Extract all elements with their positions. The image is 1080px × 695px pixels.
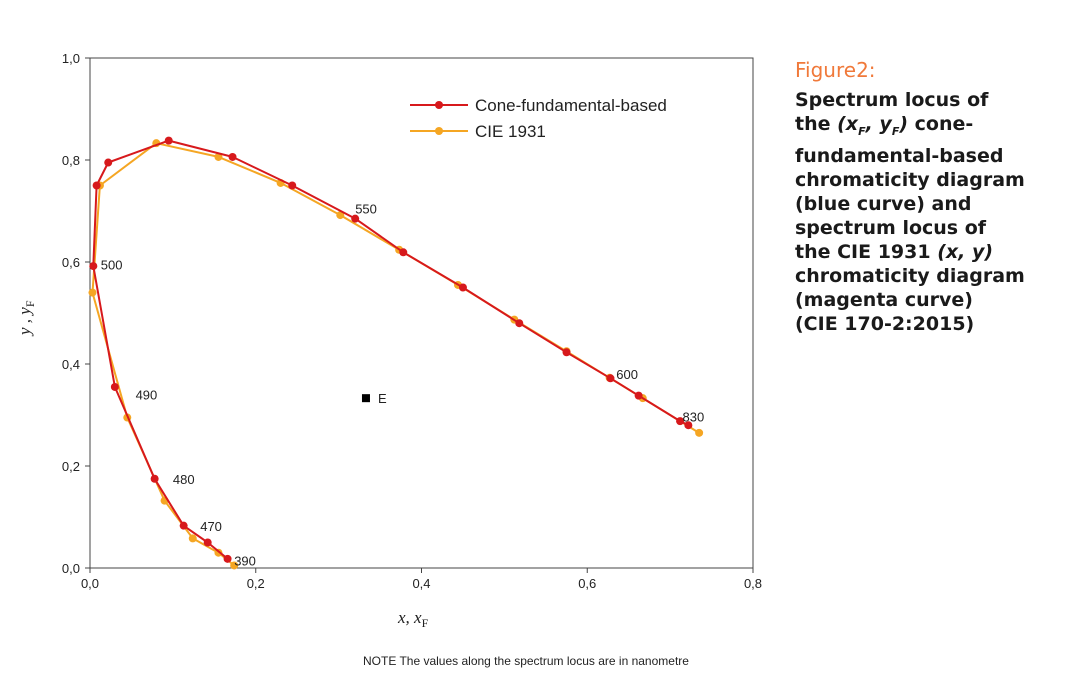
data-point-cone	[104, 158, 113, 167]
equal-energy-marker	[361, 394, 370, 403]
x-tick-label: 0,4	[412, 576, 430, 591]
wavelength-label: 600	[616, 367, 638, 382]
data-point-cone	[110, 382, 119, 391]
data-point-cone	[351, 214, 360, 223]
data-point-cie	[88, 288, 97, 297]
series-line-cie	[91, 142, 700, 567]
x-tick-label: 0,0	[81, 576, 99, 591]
data-point-cone	[676, 417, 685, 426]
legend-label-cie: CIE 1931	[475, 122, 546, 141]
data-point-cone	[89, 262, 98, 271]
data-point-cie	[336, 211, 345, 220]
wavelength-label: 470	[200, 519, 222, 534]
data-point-cone	[228, 152, 237, 161]
data-point-cone	[288, 181, 297, 190]
data-point-cone	[92, 181, 101, 190]
caption-heading: Figure2:	[795, 58, 876, 82]
wavelength-label: 390	[234, 553, 256, 568]
data-point-cie	[188, 534, 197, 543]
y-tick-label: 0,0	[62, 561, 80, 576]
wavelength-label: 830	[683, 410, 705, 425]
data-point-cone	[634, 391, 643, 400]
data-point-cone	[223, 554, 232, 563]
legend: Cone-fundamental-based CIE 1931	[410, 96, 667, 141]
y-axis-title: y , yF	[15, 300, 37, 337]
x-tick-label: 0,6	[578, 576, 596, 591]
chart-note: NOTE The values along the spectrum locus…	[363, 654, 689, 668]
figure-caption: Figure2: Spectrum locus of the (xF, yF) …	[795, 58, 1075, 336]
wavelength-label: 480	[173, 472, 195, 487]
y-tick-label: 0,6	[62, 255, 80, 270]
caption-text: Spectrum locus of the (xF, yF) cone- fun…	[795, 89, 1025, 335]
legend-marker-cone	[435, 101, 443, 109]
equal-energy-label: E	[378, 391, 387, 406]
legend-marker-cie	[435, 127, 443, 135]
data-point-cone	[684, 421, 693, 430]
data-point-cie	[695, 428, 704, 437]
y-tick-label: 0,2	[62, 459, 80, 474]
data-point-cone	[203, 538, 212, 547]
data-point-cone	[458, 283, 467, 292]
y-tick-label: 0,4	[62, 357, 80, 372]
x-tick-label: 0,2	[247, 576, 265, 591]
wavelength-label: 490	[136, 388, 158, 403]
wavelength-label: 550	[355, 201, 377, 216]
data-point-cie	[230, 561, 239, 570]
x-tick-label: 0,8	[744, 576, 762, 591]
chromaticity-chart: 0,0 0,2 0,4 0,6 0,8 0,0 0,2 0,4 0,6 0,8 1,0 390 470…	[15, 51, 762, 668]
data-point-cone	[150, 474, 159, 483]
series-line-cone	[92, 139, 689, 560]
legend-label-cone: Cone-fundamental-based	[475, 96, 667, 115]
data-point-cone	[164, 136, 173, 145]
data-point-cone	[399, 248, 408, 257]
data-point-cone	[515, 319, 524, 328]
data-point-cie	[214, 152, 223, 161]
data-point-cone	[179, 521, 188, 530]
y-tick-label: 1,0	[62, 51, 80, 66]
plot-area	[89, 57, 754, 569]
x-axis-title: x, xF	[397, 608, 429, 630]
data-point-cone	[606, 374, 615, 383]
wavelength-label: 500	[101, 258, 123, 273]
data-point-cone	[562, 348, 571, 357]
y-tick-label: 0,8	[62, 153, 80, 168]
